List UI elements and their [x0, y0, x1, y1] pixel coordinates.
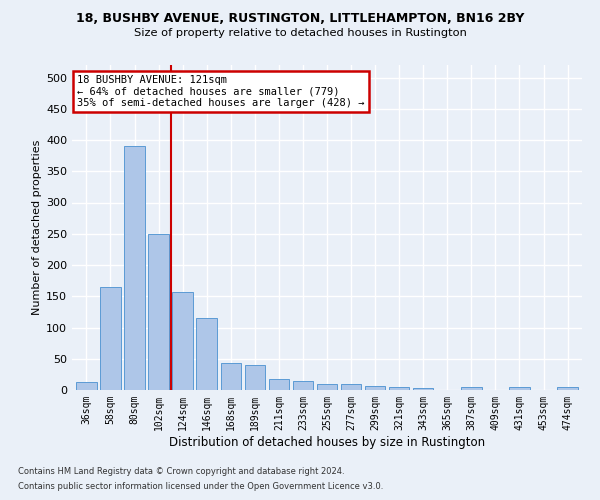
Bar [365, 386, 385, 390]
Bar [557, 387, 578, 390]
Text: Size of property relative to detached houses in Rustington: Size of property relative to detached ho… [134, 28, 466, 38]
Bar [461, 387, 482, 390]
Bar [293, 380, 313, 390]
Bar [389, 387, 409, 390]
X-axis label: Distribution of detached houses by size in Rustington: Distribution of detached houses by size … [169, 436, 485, 448]
Bar [124, 146, 145, 390]
Bar [509, 387, 530, 390]
Bar [148, 234, 169, 390]
Y-axis label: Number of detached properties: Number of detached properties [32, 140, 42, 315]
Text: 18 BUSHBY AVENUE: 121sqm
← 64% of detached houses are smaller (779)
35% of semi-: 18 BUSHBY AVENUE: 121sqm ← 64% of detach… [77, 74, 365, 108]
Bar [76, 382, 97, 390]
Text: Contains HM Land Registry data © Crown copyright and database right 2024.: Contains HM Land Registry data © Crown c… [18, 467, 344, 476]
Bar [269, 379, 289, 390]
Text: Contains public sector information licensed under the Open Government Licence v3: Contains public sector information licen… [18, 482, 383, 491]
Bar [100, 287, 121, 390]
Bar [341, 384, 361, 390]
Bar [221, 363, 241, 390]
Bar [317, 384, 337, 390]
Text: 18, BUSHBY AVENUE, RUSTINGTON, LITTLEHAMPTON, BN16 2BY: 18, BUSHBY AVENUE, RUSTINGTON, LITTLEHAM… [76, 12, 524, 26]
Bar [196, 318, 217, 390]
Bar [413, 388, 433, 390]
Bar [172, 292, 193, 390]
Bar [245, 365, 265, 390]
